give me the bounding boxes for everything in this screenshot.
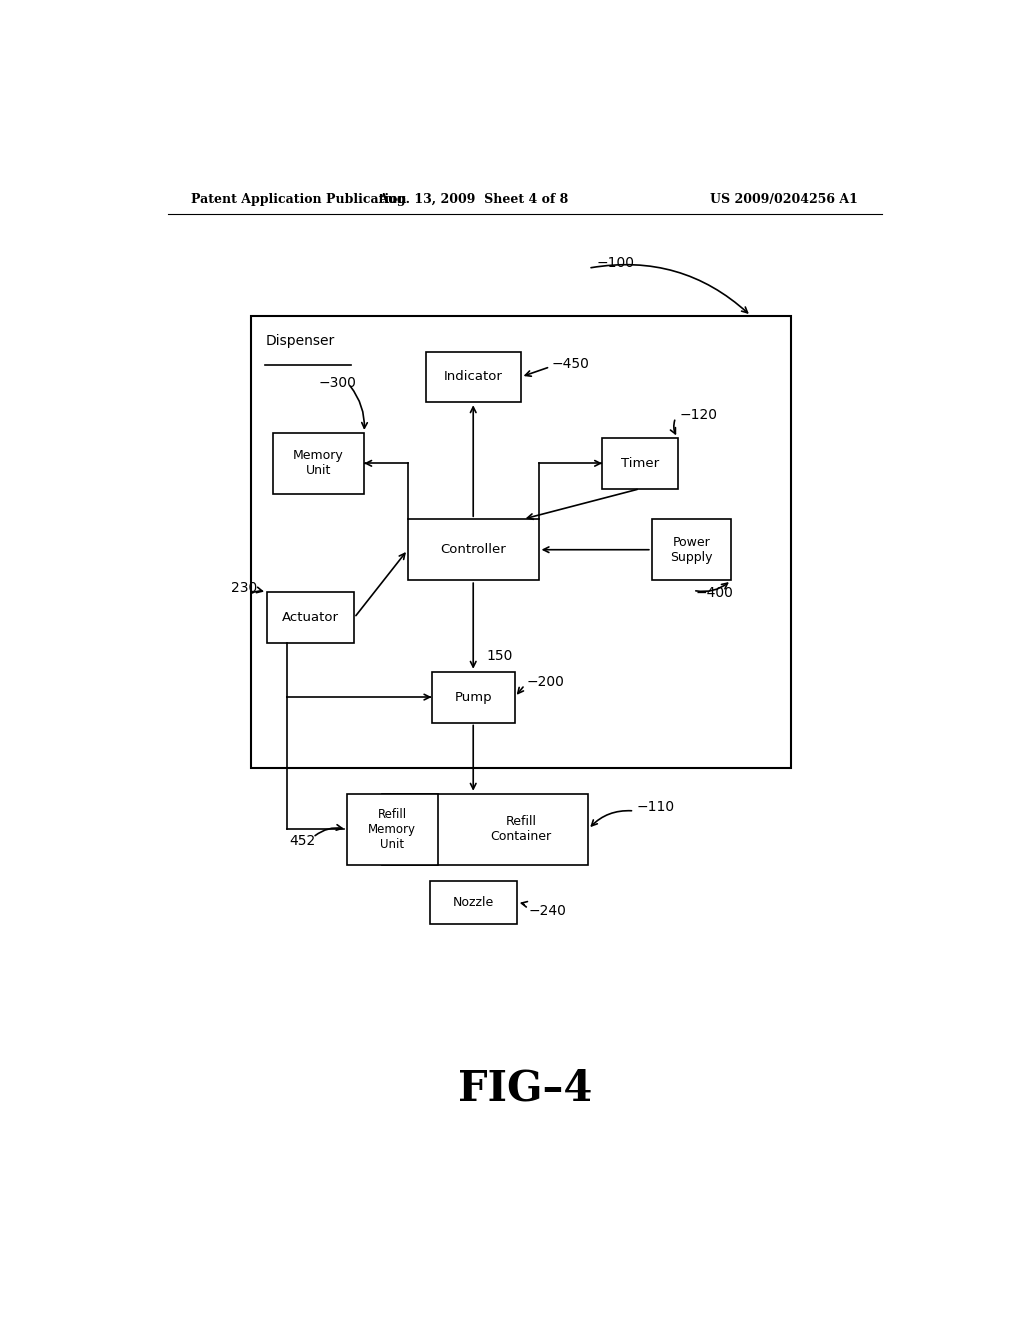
Text: Nozzle: Nozzle [453,896,494,909]
Text: 150: 150 [486,649,513,664]
Text: US 2009/0204256 A1: US 2009/0204256 A1 [711,193,858,206]
Text: −450: −450 [552,356,590,371]
Bar [602,438,678,488]
Text: −120: −120 [680,408,718,421]
Bar [408,519,539,581]
Text: Indicator: Indicator [443,371,503,383]
Text: Refill
Container: Refill Container [490,816,551,843]
Text: Actuator: Actuator [282,611,339,624]
Bar [431,672,515,722]
Bar [272,433,365,494]
Text: Controller: Controller [440,544,506,556]
Bar [267,593,354,643]
Text: Memory
Unit: Memory Unit [293,449,344,478]
Text: Pump: Pump [455,690,492,704]
Text: Timer: Timer [621,457,658,470]
Text: −300: −300 [318,376,356,389]
Bar [426,351,521,403]
Text: Power
Supply: Power Supply [670,536,713,564]
Text: −100: −100 [596,256,634,271]
Text: Patent Application Publication: Patent Application Publication [191,193,407,206]
Text: −200: −200 [526,675,564,689]
Text: 230: 230 [231,581,257,595]
Text: Refill
Memory
Unit: Refill Memory Unit [369,808,417,850]
Text: −110: −110 [637,800,675,814]
Text: 452: 452 [289,834,315,849]
Text: FIG–4: FIG–4 [458,1068,592,1109]
Text: −400: −400 [695,586,733,601]
Text: Dispenser: Dispenser [265,334,335,348]
Bar [382,793,588,865]
Text: −240: −240 [528,903,566,917]
Bar [651,519,731,581]
Bar [347,793,438,865]
Text: Aug. 13, 2009  Sheet 4 of 8: Aug. 13, 2009 Sheet 4 of 8 [378,193,568,206]
Bar [430,880,517,924]
Bar [251,315,791,768]
